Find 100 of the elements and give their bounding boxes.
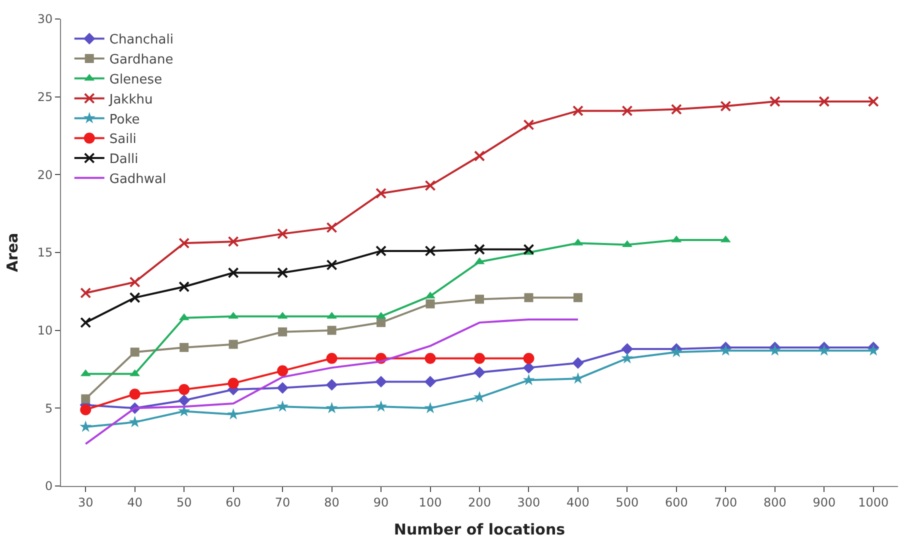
- x-tick-label: 800: [763, 495, 786, 510]
- point: [670, 104, 682, 115]
- point: [670, 346, 682, 358]
- x-tick-label: 400: [566, 495, 590, 510]
- point: [424, 352, 436, 364]
- point: [178, 281, 190, 292]
- point: [522, 374, 535, 386]
- point: [474, 150, 485, 162]
- point: [375, 400, 388, 412]
- y-axis-title: Area: [4, 232, 22, 272]
- legend-label: Chanchali: [109, 32, 174, 48]
- point: [327, 326, 336, 335]
- point: [128, 416, 141, 428]
- point: [621, 343, 634, 355]
- point: [227, 408, 240, 420]
- point: [228, 340, 238, 349]
- point: [424, 180, 436, 192]
- point: [277, 228, 288, 240]
- point: [277, 267, 288, 278]
- point: [720, 344, 732, 356]
- point: [326, 312, 337, 319]
- point: [178, 404, 190, 416]
- x-tick-label: 900: [812, 495, 836, 510]
- point: [868, 96, 879, 107]
- point: [178, 238, 190, 249]
- point: [276, 400, 289, 412]
- point: [228, 267, 239, 278]
- x-tick-label: 30: [78, 495, 94, 510]
- x-tick-label: 300: [517, 495, 540, 510]
- line-series: [84, 318, 579, 445]
- point: [129, 276, 140, 288]
- point: [572, 357, 584, 369]
- point: [129, 292, 140, 304]
- point: [475, 294, 484, 304]
- point: [81, 394, 90, 404]
- x-axis-title: Number of locations: [394, 520, 566, 538]
- legend-label: Dalli: [109, 152, 138, 168]
- point: [276, 382, 288, 394]
- x-tick-label: 50: [176, 495, 192, 510]
- point: [178, 394, 190, 406]
- point: [523, 119, 534, 130]
- point: [80, 404, 92, 416]
- x-tick-label: 100: [418, 495, 442, 510]
- point: [228, 236, 239, 248]
- y-tick-label: 0: [44, 479, 53, 494]
- legend-label: Glenese: [109, 72, 162, 88]
- point: [572, 372, 584, 384]
- x-tick-label: 200: [468, 495, 491, 510]
- point: [769, 96, 780, 107]
- point: [178, 384, 190, 395]
- point: [376, 188, 387, 199]
- point: [474, 244, 485, 255]
- y-tick-label: 30: [37, 12, 53, 26]
- point: [768, 344, 781, 356]
- point: [376, 245, 387, 256]
- point: [278, 327, 288, 336]
- point: [622, 105, 633, 116]
- x-tick-label: 700: [714, 495, 738, 510]
- point: [818, 96, 830, 107]
- legend-label: Saili: [109, 132, 136, 148]
- point: [474, 366, 486, 378]
- x-tick-label: 60: [226, 495, 241, 510]
- y-tick-label: 20: [37, 168, 53, 182]
- point: [130, 348, 140, 357]
- point: [424, 402, 436, 414]
- point: [621, 352, 634, 364]
- legend-label: Jakkhu: [108, 92, 153, 108]
- point: [572, 105, 584, 116]
- point: [180, 342, 189, 352]
- point: [474, 390, 486, 402]
- point: [524, 293, 534, 302]
- legend-label: Gardhane: [109, 52, 174, 68]
- point: [867, 344, 880, 356]
- point: [426, 299, 435, 308]
- x-tick-label: 90: [373, 495, 389, 510]
- x-tick-label: 70: [274, 495, 290, 510]
- point: [277, 365, 288, 376]
- point: [228, 378, 239, 389]
- point: [523, 244, 534, 255]
- point: [818, 344, 830, 356]
- x-tick-label: 600: [664, 495, 688, 510]
- y-tick-label: 10: [37, 324, 53, 338]
- y-tick-label: 15: [37, 246, 53, 260]
- point: [375, 376, 387, 388]
- point: [326, 259, 338, 270]
- point: [80, 287, 92, 298]
- point: [326, 222, 338, 234]
- y-tick-label: 25: [37, 90, 53, 104]
- point: [326, 378, 338, 391]
- x-tick-label: 80: [324, 495, 340, 510]
- y-tick-label: 5: [44, 401, 53, 416]
- legend-label: Gadhwal: [109, 172, 166, 187]
- point: [376, 318, 386, 328]
- point: [326, 352, 338, 364]
- legend-label: Poke: [109, 112, 140, 128]
- point: [474, 352, 485, 364]
- point: [424, 376, 436, 388]
- point: [80, 420, 92, 432]
- point: [424, 245, 436, 256]
- point: [573, 293, 582, 302]
